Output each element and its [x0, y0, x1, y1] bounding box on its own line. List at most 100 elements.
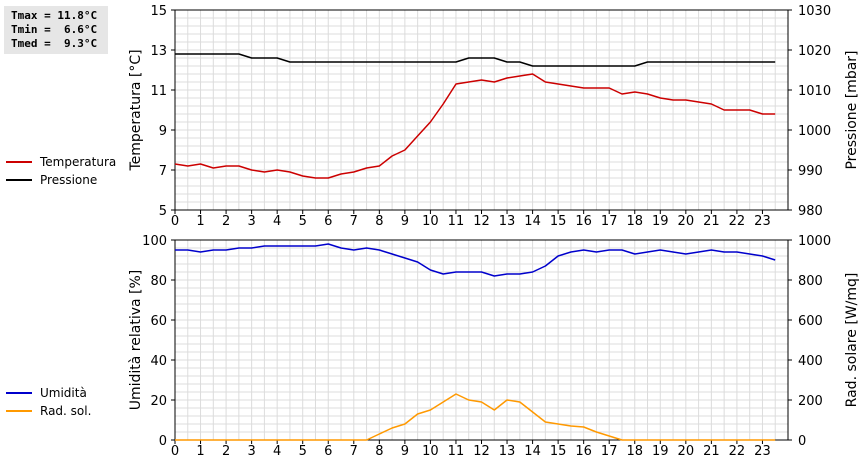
y-right-tick-label: 1010 [798, 84, 831, 99]
x-tick-label: 16 [575, 444, 592, 459]
x-tick-label: 2 [222, 214, 230, 229]
x-tick-label: 20 [678, 214, 695, 229]
x-tick-label: 6 [324, 444, 332, 459]
x-tick-label: 8 [375, 214, 383, 229]
x-tick-label: 10 [422, 444, 439, 459]
y-right-tick-label: 1000 [798, 234, 831, 249]
legend-top: Temperatura Pressione [6, 153, 116, 189]
legend-label-umidita: Umidità [40, 386, 87, 400]
legend-label-radsol: Rad. sol. [40, 404, 92, 418]
series-line-temperatura [174, 73, 776, 179]
x-tick-label: 17 [601, 444, 618, 459]
chart-panel-1: 0 1 2 3 4 5 6 7 8 9 10 11 12 13 14 15 16 17 18 19 20 21 22 2357… [128, 4, 860, 229]
x-tick-label: 13 [499, 444, 516, 459]
y-left-tick-label: 13 [150, 44, 167, 59]
series-line-pressione [175, 53, 776, 67]
x-tick-label: 12 [473, 214, 490, 229]
x-tick-label: 14 [524, 214, 541, 229]
x-tick-label: 18 [626, 444, 643, 459]
x-tick-label: 7 [350, 444, 358, 459]
y-left-axis-title: Temperatura [°C] [128, 49, 144, 171]
legend-swatch-umidita [6, 392, 32, 394]
x-tick-label: 2 [222, 444, 230, 459]
x-tick-label: 22 [729, 214, 746, 229]
y-left-tick-label: 15 [150, 4, 167, 19]
y-right-tick-label: 990 [798, 164, 823, 179]
tmed-text: Tmed = 9.3°C [11, 37, 98, 50]
x-tick-label: 4 [273, 214, 281, 229]
y-left-tick-label: 0 [159, 434, 167, 449]
series-line-rad-sol- [175, 393, 776, 441]
x-tick-label: 18 [626, 214, 643, 229]
x-tick-label: 5 [299, 444, 307, 459]
x-tick-label: 19 [652, 214, 669, 229]
y-left-tick-label: 9 [159, 124, 167, 139]
y-left-tick-label: 40 [150, 354, 167, 369]
legend-item-umidita: Umidità [6, 384, 91, 402]
x-tick-label: 7 [350, 214, 358, 229]
x-tick-label: 9 [401, 444, 409, 459]
x-tick-label: 19 [652, 444, 669, 459]
x-tick-label: 1 [196, 444, 204, 459]
x-tick-label: 15 [550, 214, 567, 229]
legend-swatch-radsol [6, 410, 32, 412]
y-left-tick-label: 5 [159, 204, 167, 219]
legend-swatch-temperatura [6, 161, 32, 163]
chart-panel-2: 0 1 2 3 4 5 6 7 8 9 10 11 12 13 14 15 16 17 18 19 20 21 22 2302… [128, 234, 860, 459]
x-tick-label: 13 [499, 214, 516, 229]
y-right-tick-label: 0 [798, 434, 806, 449]
legend-item-radsol: Rad. sol. [6, 402, 91, 420]
y-right-tick-label: 800 [798, 274, 823, 289]
x-tick-label: 22 [729, 444, 746, 459]
x-tick-label: 23 [754, 444, 771, 459]
legend-item-pressione: Pressione [6, 171, 116, 189]
x-tick-label: 21 [703, 214, 720, 229]
legend-item-temperatura: Temperatura [6, 153, 116, 171]
y-right-tick-label: 1000 [798, 124, 831, 139]
y-right-tick-label: 600 [798, 314, 823, 329]
legend-label-temperatura: Temperatura [40, 155, 117, 169]
x-tick-label: 23 [754, 214, 771, 229]
x-tick-label: 4 [273, 444, 281, 459]
x-tick-label: 11 [448, 444, 465, 459]
x-tick-label: 14 [524, 444, 541, 459]
x-tick-label: 20 [678, 444, 695, 459]
x-tick-label: 3 [247, 214, 255, 229]
legend-label-pressione: Pressione [40, 173, 98, 187]
x-tick-label: 11 [448, 214, 465, 229]
y-right-axis-title: Rad. solare [W/mq] [844, 273, 860, 408]
legend-swatch-pressione [6, 179, 32, 181]
x-tick-label: 16 [575, 214, 592, 229]
y-left-tick-label: 20 [150, 394, 167, 409]
series-line-umidit- [175, 243, 776, 277]
y-left-axis-title: Umidità relativa [%] [128, 270, 144, 411]
tmin-text: Tmin = 6.6°C [11, 23, 98, 36]
x-tick-label: 6 [324, 214, 332, 229]
y-left-tick-label: 80 [150, 274, 167, 289]
x-tick-label: 0 [171, 444, 179, 459]
x-tick-label: 21 [703, 444, 720, 459]
y-right-tick-label: 980 [798, 204, 823, 219]
x-tick-label: 0 [171, 214, 179, 229]
y-left-tick-label: 7 [159, 164, 167, 179]
x-tick-label: 8 [375, 444, 383, 459]
x-tick-label: 9 [401, 214, 409, 229]
stats-box: Tmax = 11.8°C Tmin = 6.6°C Tmed = 9.3°C [4, 6, 108, 54]
y-right-tick-label: 400 [798, 354, 823, 369]
x-tick-label: 10 [422, 214, 439, 229]
y-left-tick-label: 11 [150, 84, 167, 99]
y-right-tick-label: 1030 [798, 4, 831, 19]
y-left-tick-label: 60 [150, 314, 167, 329]
tmax-text: Tmax = 11.8°C [11, 9, 98, 22]
x-tick-label: 5 [299, 214, 307, 229]
y-right-axis-title: Pressione [mbar] [844, 50, 860, 169]
y-right-tick-label: 200 [798, 394, 823, 409]
x-tick-label: 17 [601, 214, 618, 229]
x-tick-label: 12 [473, 444, 490, 459]
y-left-tick-label: 100 [142, 234, 167, 249]
legend-bottom: Umidità Rad. sol. [6, 384, 91, 420]
x-tick-label: 1 [196, 214, 204, 229]
x-tick-label: 3 [247, 444, 255, 459]
y-right-tick-label: 1020 [798, 44, 831, 59]
